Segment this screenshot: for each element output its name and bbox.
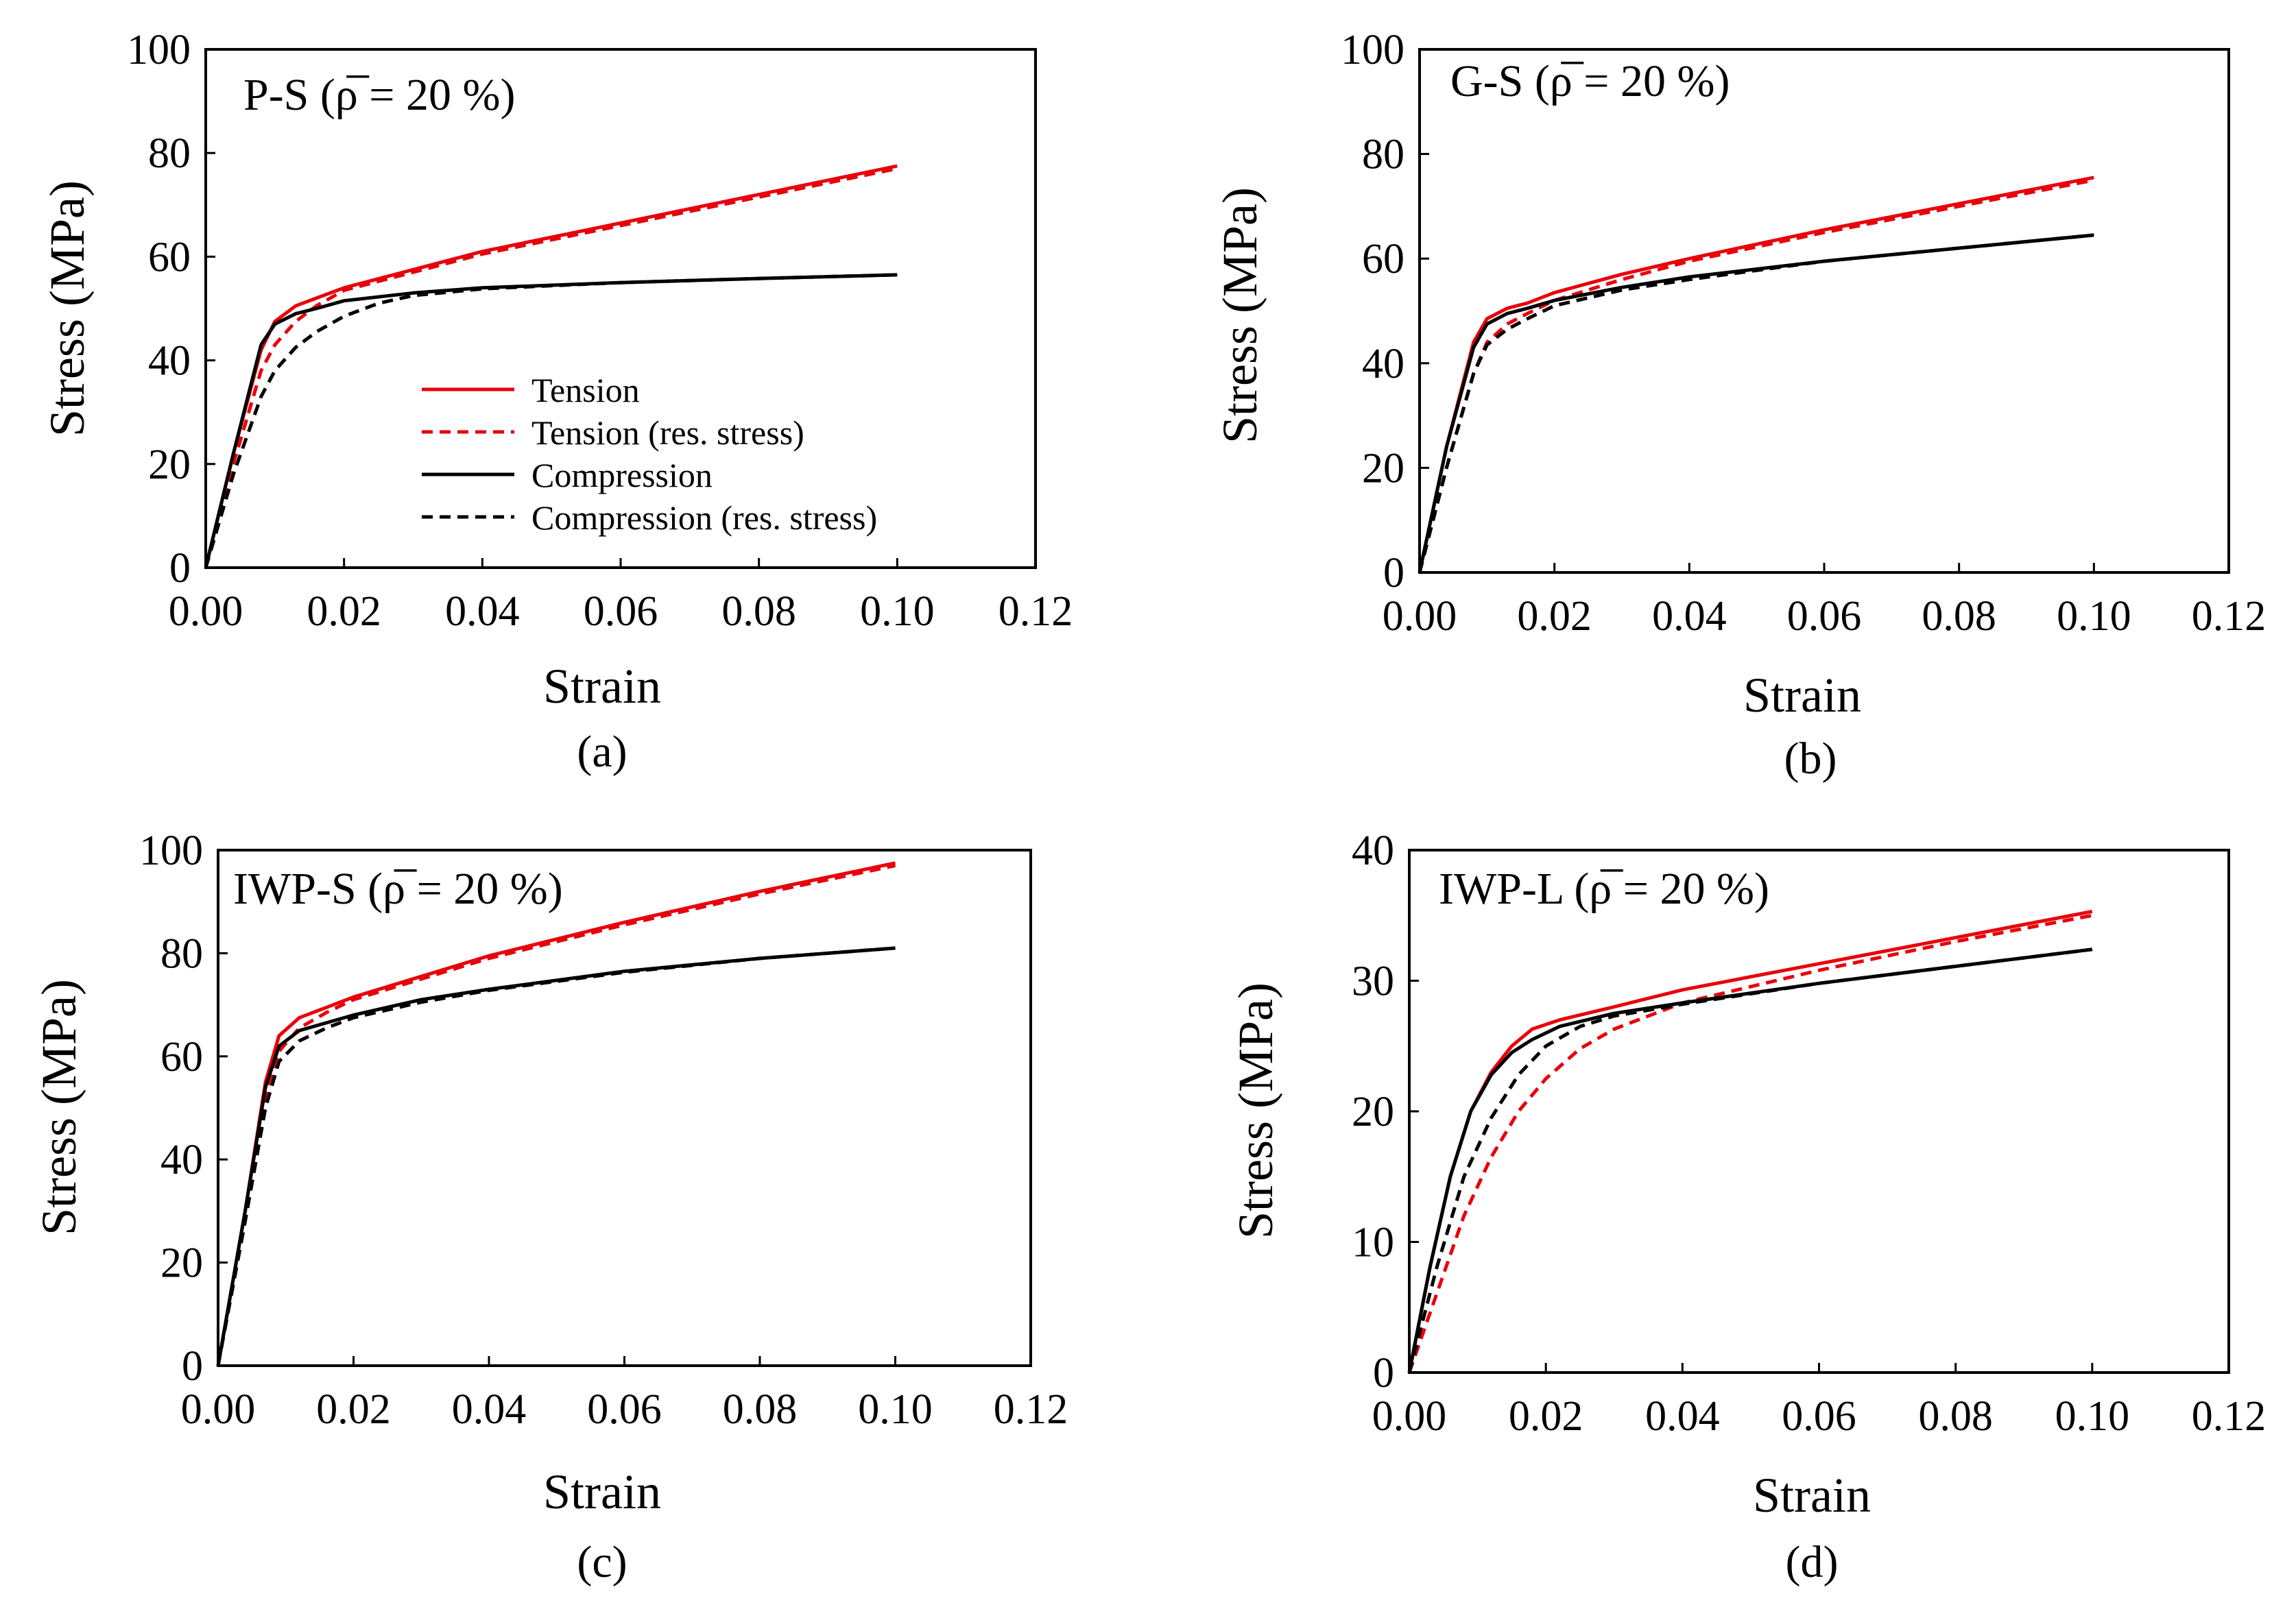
series-line-compression-b: [1418, 233, 2094, 573]
x-tick-label-b: 0.08: [1922, 593, 1996, 640]
legend-label-tension-res: Tension (res. stress): [531, 413, 804, 452]
y-tick-label-c: 80: [160, 930, 203, 977]
x-tick-label-a: 0.12: [998, 588, 1073, 635]
y-tick-label-d: 10: [1352, 1220, 1394, 1266]
plot-area-b: 0.00 0.02 0.04 0.06 0.08 0.10 0.12 0 20 40 60 80 100: [1341, 27, 2266, 640]
y-tick-label-b: 80: [1362, 132, 1404, 178]
y-tick-label-b: 60: [1362, 236, 1404, 282]
y-tick-label-a: 20: [148, 442, 191, 488]
x-tick-label-b: 0.00: [1383, 593, 1457, 640]
x-tick-label-a: 0.06: [584, 588, 658, 635]
legend-label-compression-res: Compression (res. stress): [531, 498, 877, 537]
series-line-compression-a: [204, 273, 898, 568]
x-tick-label-b: 0.06: [1787, 593, 1862, 640]
panel-title-d: IWP-L (ρ̅ = 20 %): [1439, 864, 1769, 914]
x-tick-label-c: 0.08: [723, 1386, 798, 1433]
y-tick-label-d: 20: [1352, 1089, 1394, 1135]
y-axis-label-b: Stress (MPa): [1212, 187, 1267, 444]
y-tick-label-a: 60: [148, 234, 191, 280]
y-tick-label-b: 0: [1383, 550, 1404, 596]
plot-area-d: 0.00 0.02 0.04 0.06 0.08 0.10 0.12 0 10 20 30 40: [1352, 827, 2266, 1440]
x-tick-label-b: 0.02: [1517, 593, 1592, 640]
series-line-compression-res-stress-b: [1418, 233, 2094, 573]
caption-a: (a): [577, 727, 627, 777]
y-axis-label-a: Stress (MPa): [40, 180, 95, 437]
x-tick-label-d: 0.10: [2055, 1393, 2130, 1440]
x-axis-label-a: Strain: [543, 659, 661, 714]
x-tick-label-c: 0.10: [858, 1386, 933, 1433]
axes-frame-d: [1408, 849, 2230, 1374]
y-tick-label-d: 30: [1352, 958, 1394, 1005]
x-tick-label-d: 0.06: [1782, 1393, 1856, 1440]
axes-frame-a: [204, 48, 1037, 569]
legend-a: Tension Tension (res. stress) Compressio…: [422, 371, 877, 537]
plot-area-c: 0.00 0.02 0.04 0.06 0.08 0.10 0.12 0 20 40 60 80 100: [139, 827, 1068, 1433]
y-tick-label-c: 100: [139, 827, 203, 874]
caption-d: (d): [1786, 1537, 1839, 1587]
panel-title-a: P-S (ρ̅ = 20 %): [243, 70, 515, 120]
series-line-tension-res-stress-d: [1407, 913, 2093, 1373]
x-axis-label-d: Strain: [1753, 1468, 1871, 1523]
x-tick-label-b: 0.10: [2057, 593, 2131, 640]
y-tick-label-a: 0: [169, 545, 191, 592]
series-line-tension-res-stress-b: [1418, 178, 2094, 573]
caption-b: (b): [1784, 734, 1837, 784]
series-line-compression-c: [216, 946, 896, 1366]
series-line-tension-d: [1407, 910, 2093, 1373]
panel-title-c: IWP-S (ρ̅ = 20 %): [233, 864, 563, 914]
y-tick-label-b: 100: [1341, 27, 1404, 73]
panel-a: 0.00 0.02 0.04 0.06 0.08 0.10 0.12 0 20 40 60 80 100…: [40, 27, 1073, 777]
panel-c: 0.00 0.02 0.04 0.06 0.08 0.10 0.12 0 20 40 60 80 100…: [32, 827, 1068, 1587]
y-tick-label-a: 80: [148, 130, 191, 177]
x-tick-label-c: 0.12: [994, 1386, 1068, 1433]
x-tick-label-b: 0.04: [1652, 593, 1727, 640]
x-tick-label-c: 0.00: [181, 1386, 256, 1433]
y-axis-label-d: Stress (MPa): [1228, 982, 1283, 1239]
x-tick-label-a: 0.00: [169, 588, 243, 635]
y-tick-label-b: 40: [1362, 341, 1404, 387]
y-tick-label-b: 20: [1362, 445, 1404, 492]
plot-area-a: 0.00 0.02 0.04 0.06 0.08 0.10 0.12 0 20 40 60 80 100: [127, 27, 1073, 635]
series-line-compression-res-stress-d: [1407, 947, 2093, 1373]
y-tick-label-c: 20: [160, 1240, 203, 1287]
legend-label-compression: Compression: [531, 456, 713, 494]
y-tick-label-d: 40: [1352, 827, 1394, 874]
y-tick-label-d: 0: [1373, 1350, 1394, 1397]
x-tick-label-c: 0.06: [587, 1386, 662, 1433]
x-tick-label-a: 0.02: [307, 588, 381, 635]
x-tick-label-d: 0.08: [1918, 1393, 1993, 1440]
series-line-compression-d: [1407, 947, 2093, 1373]
y-tick-label-c: 40: [160, 1137, 203, 1183]
y-axis-label-c: Stress (MPa): [32, 979, 86, 1235]
legend-label-tension: Tension: [531, 371, 640, 409]
x-axis-label-c: Strain: [543, 1464, 661, 1519]
axes-frame-c: [217, 849, 1032, 1367]
x-axis-label-b: Strain: [1743, 668, 1861, 723]
caption-c: (c): [577, 1537, 627, 1587]
x-tick-label-b: 0.12: [2192, 593, 2267, 640]
x-tick-label-a: 0.08: [721, 588, 796, 635]
panel-d: 0.00 0.02 0.04 0.06 0.08 0.10 0.12 0 10 20 30 40 IW…: [1228, 827, 2266, 1587]
panel-title-b: G-S (ρ̅ = 20 %): [1450, 56, 1730, 106]
x-tick-label-d: 0.12: [2192, 1393, 2267, 1440]
x-tick-label-c: 0.04: [452, 1386, 527, 1433]
x-tick-label-a: 0.10: [860, 588, 935, 635]
x-tick-label-c: 0.02: [316, 1386, 391, 1433]
x-tick-label-d: 0.02: [1509, 1393, 1583, 1440]
x-tick-label-d: 0.04: [1645, 1393, 1720, 1440]
x-tick-label-a: 0.04: [445, 588, 520, 635]
y-tick-label-a: 100: [127, 27, 191, 73]
y-tick-label-c: 0: [182, 1343, 203, 1390]
series-line-tension-b: [1418, 176, 2094, 573]
series-line-tension-res-stress-a: [204, 167, 898, 568]
y-tick-label-a: 40: [148, 338, 191, 385]
y-tick-label-c: 60: [160, 1034, 203, 1080]
axes-frame-b: [1418, 48, 2230, 574]
panel-b: 0.00 0.02 0.04 0.06 0.08 0.10 0.12 0 20 40 60 80 100…: [1212, 27, 2266, 784]
series-line-tension-c: [216, 861, 896, 1366]
x-tick-label-d: 0.00: [1372, 1393, 1447, 1440]
